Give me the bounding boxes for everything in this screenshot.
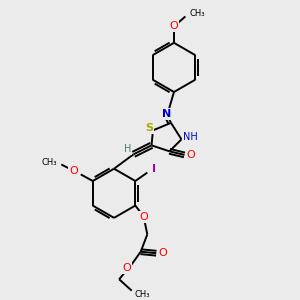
Text: S: S — [146, 123, 153, 133]
Text: CH₃: CH₃ — [134, 290, 150, 299]
Text: O: O — [169, 21, 178, 32]
Text: I: I — [152, 164, 156, 174]
Text: O: O — [123, 263, 132, 273]
Text: O: O — [187, 150, 195, 160]
Text: H: H — [124, 144, 131, 154]
Text: O: O — [158, 248, 167, 258]
Text: N: N — [162, 109, 171, 119]
Text: O: O — [69, 166, 78, 176]
Text: CH₃: CH₃ — [190, 9, 205, 18]
Text: O: O — [139, 212, 148, 222]
Text: CH₃: CH₃ — [42, 158, 57, 167]
Text: NH: NH — [183, 132, 198, 142]
